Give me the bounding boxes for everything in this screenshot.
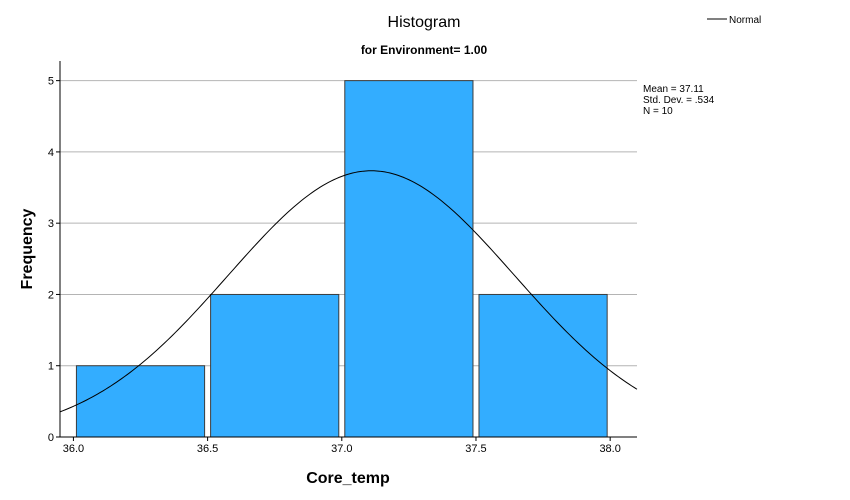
x-axis-title: Core_temp — [306, 470, 390, 487]
stats-box: Mean = 37.11 Std. Dev. = .534 N = 10 — [643, 84, 715, 117]
y-tick-label: 5 — [48, 76, 54, 88]
bars — [75, 80, 608, 438]
y-tick-label: 2 — [48, 289, 54, 301]
x-tick-label: 38.0 — [599, 443, 620, 455]
legend-normal-label: Normal — [729, 15, 761, 26]
y-tick-label: 4 — [48, 147, 54, 159]
normal-curve-group — [59, 170, 638, 413]
stat-n: N = 10 — [643, 106, 673, 117]
axes — [59, 61, 637, 438]
histogram-bar-1 — [210, 293, 340, 438]
y-tick-label: 3 — [48, 218, 54, 230]
legend: Normal — [707, 15, 761, 26]
histogram-bar-3 — [478, 293, 608, 438]
histogram-bar-0 — [75, 365, 206, 438]
x-tick-labels: 36.0 36.5 37.0 37.5 38.0 — [63, 437, 621, 455]
y-axis-title: Frequency — [19, 208, 36, 289]
x-tick-label: 36.0 — [63, 443, 84, 455]
histogram-bar-2 — [344, 80, 474, 438]
stat-mean: Mean = 37.11 — [643, 84, 704, 95]
y-tick-labels: 0 1 2 3 4 5 — [48, 76, 60, 444]
x-tick-label: 37.5 — [465, 443, 486, 455]
stat-std-dev: Std. Dev. = .534 — [643, 95, 715, 106]
x-tick-label: 36.5 — [197, 443, 218, 455]
y-tick-label: 0 — [48, 432, 54, 444]
x-tick-label: 37.0 — [331, 443, 352, 455]
y-tick-label: 1 — [48, 361, 54, 373]
chart-subtitle: for Environment= 1.00 — [361, 43, 488, 57]
normal-curve — [59, 170, 638, 413]
chart-title: Histogram — [388, 14, 461, 31]
